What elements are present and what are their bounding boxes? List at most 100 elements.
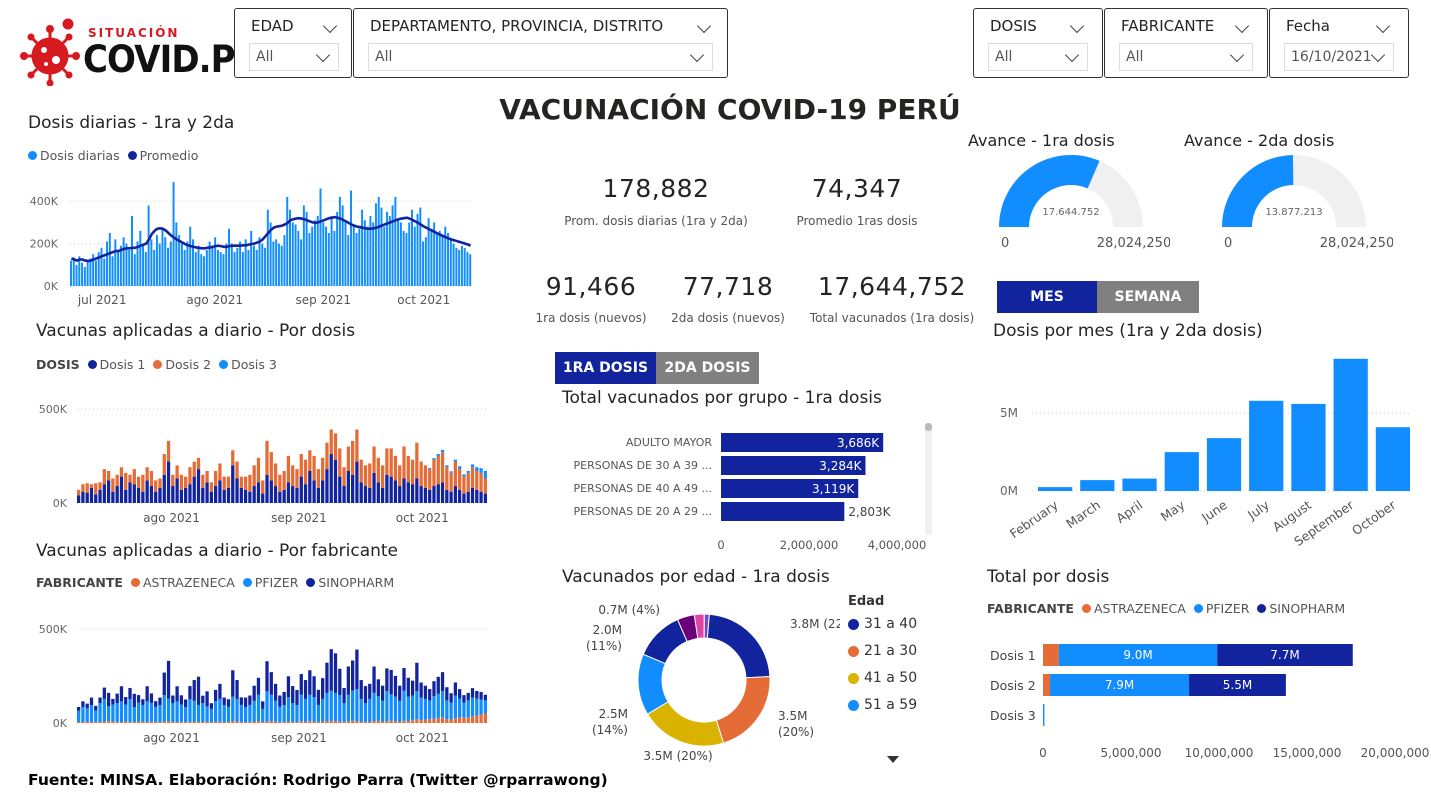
x-tick-label: ago 2021 — [186, 293, 243, 307]
legend-scroll-down-icon[interactable] — [887, 756, 899, 763]
data-label: 2,803K — [848, 505, 891, 519]
bar-segment — [419, 697, 423, 721]
bar-segment — [171, 721, 175, 723]
bar-segment — [115, 703, 119, 722]
bar-segment — [261, 708, 265, 723]
chevron-down-icon[interactable] — [1229, 47, 1245, 63]
chevron-down-icon[interactable] — [1234, 18, 1250, 34]
bar-segment — [252, 465, 256, 487]
bar — [441, 235, 444, 286]
bar — [391, 205, 394, 286]
bar-segment — [303, 698, 308, 722]
bar-segment — [175, 686, 179, 702]
chevron-down-icon[interactable] — [1069, 18, 1085, 34]
bar-segment — [188, 721, 192, 723]
toggle-1ra-dosis[interactable]: 1RA DOSIS — [555, 352, 656, 384]
bar-segment — [106, 480, 111, 503]
bar — [153, 249, 156, 286]
bar-segment — [243, 489, 248, 503]
bar-segment — [355, 429, 359, 462]
chevron-down-icon[interactable] — [1064, 47, 1080, 63]
bar-segment — [295, 469, 299, 488]
filter-edad[interactable]: EDAD All — [234, 8, 352, 78]
bar — [136, 241, 139, 286]
bar-segment — [406, 482, 410, 503]
bar — [1164, 452, 1199, 491]
kpi-nuevos-2da-label: 2da dosis (nuevos) — [671, 311, 785, 325]
chevron-down-icon[interactable] — [315, 47, 331, 63]
bar — [294, 224, 297, 286]
filter-fecha[interactable]: Fecha 16/10/2021 — [1269, 8, 1409, 78]
chevron-down-icon[interactable] — [1370, 47, 1386, 63]
bar-segment — [483, 713, 487, 723]
filter-ubicacion-dropdown[interactable]: All — [368, 43, 713, 71]
chevron-down-icon[interactable] — [689, 47, 705, 63]
legend-item[interactable]: 31 a 40 — [848, 616, 917, 632]
legend-item[interactable]: Dosis 1 — [87, 357, 145, 372]
bar — [460, 245, 463, 286]
legend-item[interactable]: 21 a 30 — [848, 643, 917, 659]
filter-fecha-dropdown[interactable]: 16/10/2021 — [1284, 43, 1394, 71]
bar-segment — [445, 700, 449, 720]
bar — [189, 226, 192, 286]
chevron-down-icon[interactable] — [1375, 18, 1391, 34]
bar-segment — [376, 482, 380, 503]
bar-segment — [175, 722, 179, 723]
bar-segment — [423, 465, 428, 488]
bar-segment — [1189, 674, 1286, 696]
legend-item[interactable]: ASTRAZENECA — [1081, 601, 1186, 616]
bar-segment — [428, 689, 432, 701]
chevron-down-icon[interactable] — [322, 18, 338, 34]
bar-segment — [355, 689, 359, 722]
filter-edad-dropdown[interactable]: All — [249, 43, 339, 71]
bar-segment — [453, 461, 458, 487]
legend-item[interactable]: Promedio — [127, 148, 198, 163]
legend-item[interactable]: Dosis 3 — [219, 357, 277, 372]
bar-segment — [265, 721, 269, 723]
bar-segment — [355, 649, 359, 690]
bar-segment — [329, 690, 333, 721]
filter-ubicacion[interactable]: DEPARTAMENTO, PROVINCIA, DISTRITO All — [353, 8, 728, 78]
bar-segment — [1043, 674, 1051, 696]
bar-segment — [77, 710, 81, 723]
legend-item[interactable]: 41 a 50 — [848, 670, 917, 686]
legend-item[interactable]: Dosis 2 — [153, 357, 211, 372]
bar — [230, 243, 233, 286]
legend-item[interactable]: ASTRAZENECA — [130, 575, 235, 590]
toggle-2da-dosis[interactable]: 2DA DOSIS — [656, 352, 759, 384]
toggle-semana[interactable]: SEMANA — [1097, 281, 1199, 313]
legend-item[interactable]: PFIZER — [242, 575, 298, 590]
filter-dosis[interactable]: DOSIS All — [973, 8, 1103, 78]
legend-item[interactable]: SINOPHARM — [306, 575, 394, 590]
bar-segment — [385, 448, 389, 475]
filter-fabricante[interactable]: FABRICANTE All — [1104, 8, 1268, 78]
chevron-down-icon[interactable] — [696, 18, 712, 34]
bar-segment — [436, 676, 440, 694]
bar-segment — [462, 493, 466, 503]
bar-segment — [136, 721, 141, 723]
bar-segment — [128, 721, 132, 723]
bar — [186, 241, 189, 286]
bar — [297, 230, 300, 286]
bar-segment — [415, 478, 419, 503]
slice-label: (20%) — [778, 725, 814, 739]
legend-item[interactable]: SINOPHARM — [1257, 601, 1345, 616]
x-tick-label: oct 2021 — [396, 731, 449, 745]
filter-dosis-dropdown[interactable]: All — [988, 43, 1088, 71]
toggle-mes[interactable]: MES — [997, 281, 1097, 313]
legend-item[interactable]: 51 a 59 — [848, 697, 917, 713]
legend-item[interactable]: PFIZER — [1193, 601, 1249, 616]
bar-segment — [342, 486, 346, 503]
legend-item[interactable]: Dosis diarias — [28, 148, 120, 163]
filter-fabricante-label: FABRICANTE — [1121, 17, 1215, 35]
legend-label: Dosis 3 — [231, 357, 277, 372]
filter-fabricante-dropdown[interactable]: All — [1119, 43, 1253, 71]
bar-segment — [243, 722, 248, 723]
bar-segment — [299, 476, 303, 503]
bar-segment — [248, 491, 252, 503]
bar-segment — [115, 486, 119, 503]
bar — [399, 222, 402, 286]
bar-segment — [419, 486, 423, 503]
legend-label: 21 a 30 — [864, 643, 918, 659]
bar-segment — [124, 472, 128, 490]
